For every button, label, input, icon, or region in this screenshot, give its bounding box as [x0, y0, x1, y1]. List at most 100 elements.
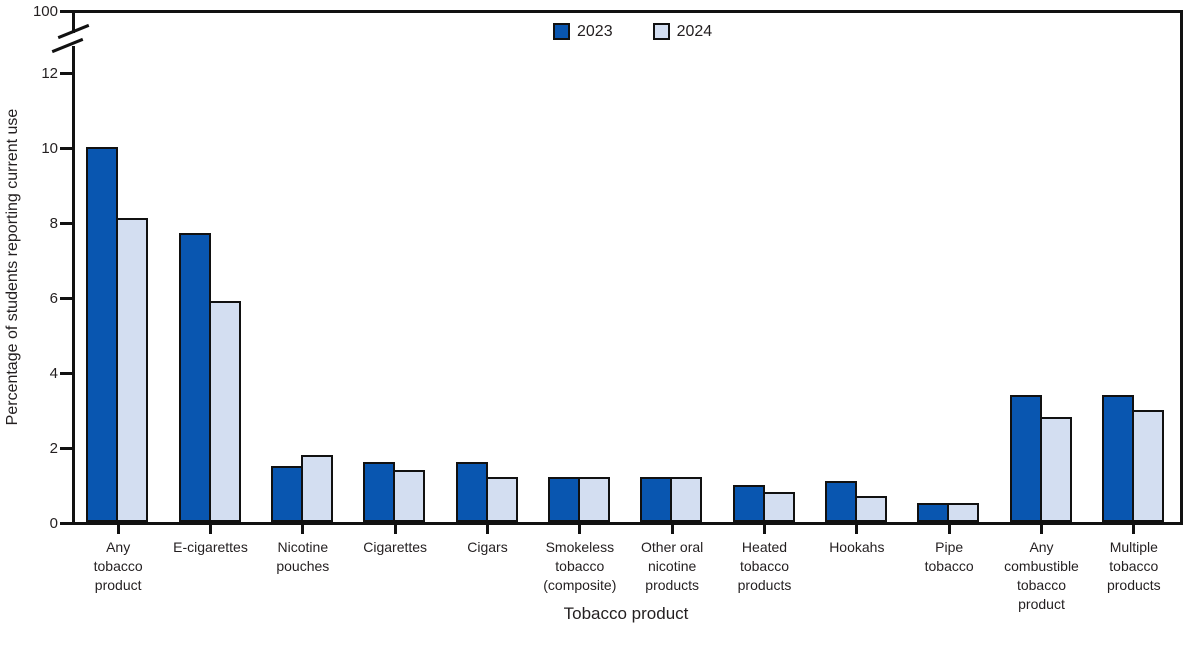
- x-tick-label-line: combustible: [1004, 558, 1079, 574]
- x-tick-label-line: Smokeless: [545, 539, 615, 555]
- bar-2024-multiple-tobacco-products: [1131, 409, 1164, 522]
- y-tick-label-4: 4: [49, 364, 58, 382]
- x-tick-label-line: Any: [106, 539, 131, 555]
- x-tick-label-cigarettes: Cigarettes: [347, 538, 443, 557]
- x-tick-label-line: tobacco: [739, 558, 790, 574]
- y-tick-2: [60, 447, 72, 450]
- y-tick-10: [60, 147, 72, 150]
- x-tick-cigars: [486, 525, 489, 534]
- x-tick-label-pipe-tobacco: Pipe tobacco: [901, 538, 997, 576]
- x-tick-label-line: Hookahs: [829, 539, 885, 555]
- x-tick-label-line: products: [737, 577, 792, 593]
- x-tick-label-line: nicotine: [648, 558, 697, 574]
- x-tick-label-line: pouches: [276, 558, 330, 574]
- x-tick-label-line: Multiple: [1109, 539, 1158, 555]
- x-tick-label-line: Other oral: [641, 539, 704, 555]
- y-tick-label-10: 10: [41, 139, 58, 157]
- x-tick-label-line: product: [94, 577, 142, 593]
- bar-2023-e-cigarettes: [178, 233, 211, 522]
- axis-break-slash-lower: [51, 37, 84, 54]
- y-axis-title: Percentage of students reporting current…: [4, 108, 21, 426]
- x-tick-label-line: tobacco: [1109, 558, 1159, 574]
- bar-2023-other-oral-nicotine-products: [640, 477, 673, 522]
- bar-2024-any-tobacco-product: [116, 218, 149, 522]
- legend-label-2024: 2024: [676, 23, 713, 40]
- bar-2023-cigars: [455, 462, 488, 522]
- bar-2024-pipe-tobacco: [947, 503, 980, 522]
- x-axis-line: [72, 522, 1183, 525]
- x-tick-label-line: products: [1106, 577, 1161, 593]
- bar-2024-cigars: [485, 477, 518, 522]
- x-tick-label-line: tobacco: [93, 558, 143, 574]
- x-tick-label-e-cigarettes: E-cigarettes: [163, 538, 259, 557]
- x-tick-label-cigars: Cigars: [440, 538, 536, 557]
- bar-2024-heated-tobacco-products: [762, 492, 795, 522]
- bar-2023-cigarettes: [363, 462, 396, 522]
- x-tick-label-multiple-tobacco-products: Multiple tobacco products: [1086, 538, 1182, 595]
- y-tick-label-0: 0: [49, 514, 58, 532]
- x-tick-label-line: tobacco: [555, 558, 605, 574]
- x-tick-label-line: tobacco: [1016, 577, 1067, 593]
- x-tick-label-line: tobacco: [924, 558, 974, 574]
- x-tick-pipe-tobacco: [947, 525, 951, 534]
- legend-swatch-2023: [553, 23, 570, 40]
- x-axis-title: Tobacco product: [563, 604, 689, 623]
- x-tick-label-line: (composite): [543, 577, 617, 593]
- y-tick-label-100: 100: [32, 2, 58, 20]
- bar-2023-heated-tobacco-products: [732, 484, 765, 522]
- y-tick-label-6: 6: [49, 289, 58, 307]
- x-tick-label-any-tobacco-product: Any tobacco product: [70, 538, 166, 595]
- x-tick-label-line: product: [1018, 596, 1065, 612]
- y-tick-0: [60, 522, 72, 525]
- x-tick-label-nicotine-pouches: Nicotine pouches: [255, 538, 351, 576]
- bar-2024-e-cigarettes: [208, 300, 241, 522]
- x-tick-e-cigarettes: [209, 525, 212, 534]
- x-tick-hookahs: [855, 525, 859, 534]
- x-tick-label-any-combustible-tobacco-product: Any combustible tobacco product: [994, 538, 1090, 614]
- x-tick-label-line: products: [645, 577, 699, 593]
- bar-2023-smokeless-tobacco-composite: [547, 477, 580, 522]
- bar-2024-cigarettes: [393, 469, 426, 522]
- x-tick-other-oral-nicotine-products: [670, 525, 674, 534]
- bar-2023-any-combustible-tobacco-product: [1009, 394, 1042, 522]
- x-tick-smokeless-tobacco-composite: [578, 525, 582, 534]
- y-tick-12: [60, 72, 72, 75]
- legend-swatch-2024: [652, 23, 670, 40]
- bar-2024-smokeless-tobacco-composite: [577, 477, 610, 522]
- x-tick-heated-tobacco-products: [763, 525, 766, 534]
- bar-2024-hookahs: [854, 495, 887, 522]
- x-tick-label-line: Cigarettes: [363, 539, 428, 555]
- bar-2024-nicotine-pouches: [300, 454, 333, 522]
- y-axis-upper-segment: [72, 10, 75, 33]
- x-tick-label-heated-tobacco-products: Heated tobacco products: [717, 538, 813, 595]
- legend: 2023 2024: [553, 23, 712, 40]
- bar-2023-nicotine-pouches: [270, 465, 303, 522]
- y-tick-label-8: 8: [49, 214, 58, 232]
- x-tick-nicotine-pouches: [301, 525, 305, 534]
- bar-2023-pipe-tobacco: [917, 503, 950, 522]
- x-tick-label-hookahs: Hookahs: [809, 538, 905, 557]
- y-axis-lower-segment: [72, 46, 75, 525]
- x-tick-any-combustible-tobacco-product: [1040, 525, 1043, 534]
- y-tick-4: [60, 372, 72, 375]
- x-tick-multiple-tobacco-products: [1132, 525, 1136, 534]
- x-tick-any-tobacco-product: [116, 525, 120, 534]
- legend-item-2023: 2023: [553, 23, 613, 40]
- x-tick-label-line: E-cigarettes: [173, 539, 248, 555]
- plot-right-border: [1180, 10, 1183, 525]
- x-tick-label-line: Nicotine: [277, 539, 329, 555]
- y-tick-label-2: 2: [49, 439, 58, 457]
- bar-2024-other-oral-nicotine-products: [670, 477, 703, 522]
- x-tick-label-line: Cigars: [467, 539, 508, 555]
- x-tick-label-smokeless-tobacco-composite: Smokeless tobacco (composite): [532, 538, 628, 595]
- y-tick-label-12: 12: [41, 64, 58, 82]
- x-tick-label-line: Pipe: [935, 539, 964, 555]
- legend-item-2024: 2024: [652, 23, 713, 40]
- y-tick-100: [60, 10, 72, 13]
- bar-2023-any-tobacco-product: [86, 147, 119, 522]
- legend-label-2023: 2023: [577, 23, 613, 40]
- x-tick-label-line: Any: [1029, 539, 1054, 555]
- x-tick-cigarettes: [393, 525, 397, 534]
- bar-2024-any-combustible-tobacco-product: [1039, 417, 1072, 522]
